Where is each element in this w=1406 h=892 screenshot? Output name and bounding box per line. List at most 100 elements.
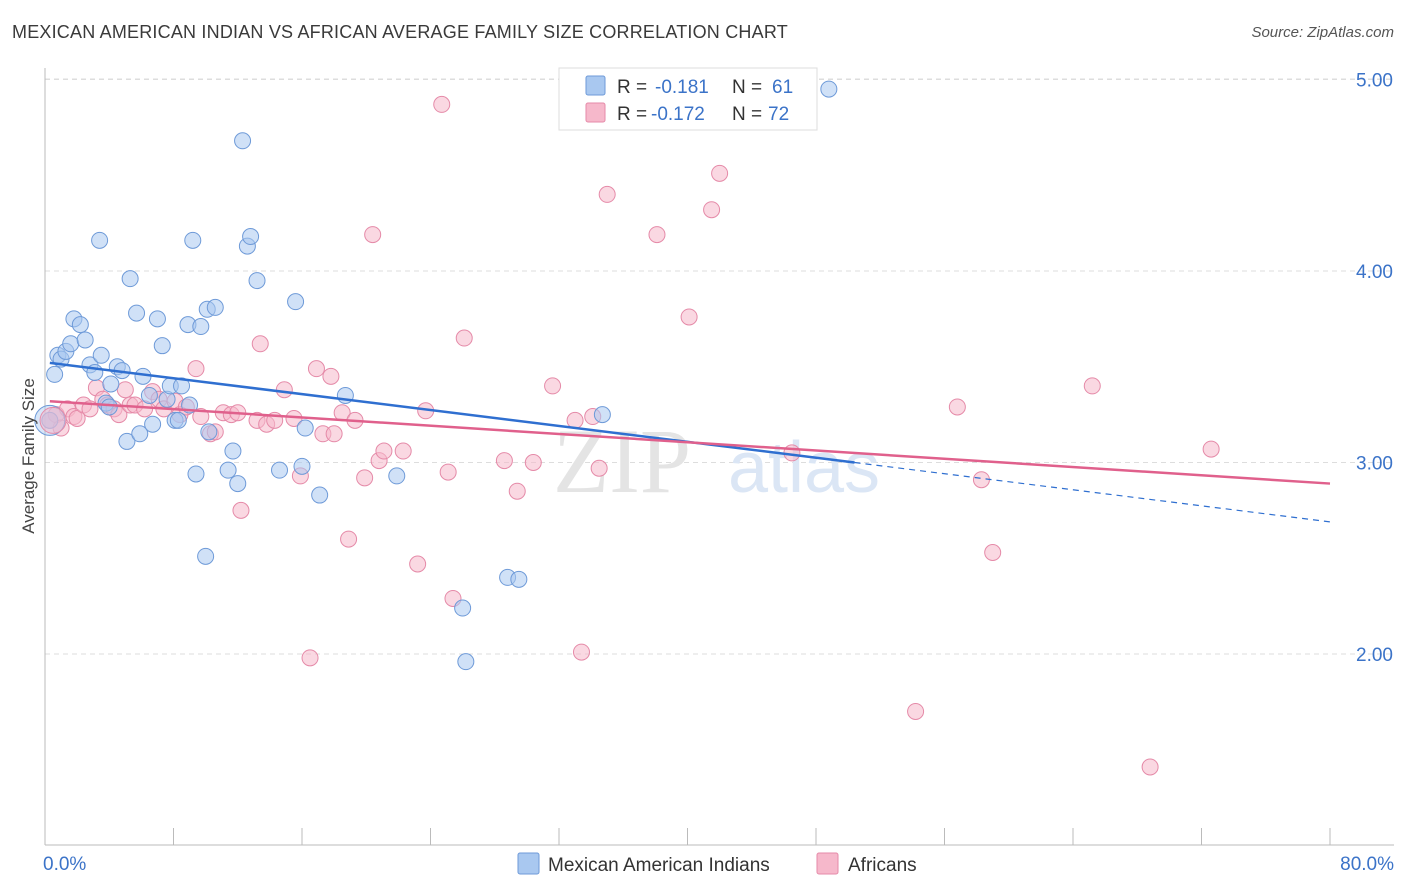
mexican-american-indians-point (131, 425, 149, 443)
africans-point (455, 329, 473, 347)
africans-point (711, 164, 729, 182)
mexican-american-indians-trend-extension (854, 461, 1331, 523)
mexican-american-indians-point (593, 406, 611, 424)
mexican-american-indians-point (121, 270, 139, 288)
africans-point (187, 360, 205, 378)
y-axis-label: Average Family Size (19, 378, 38, 534)
legend-top-swatch-pink (585, 102, 606, 123)
legend-top-n-value: 61 (772, 77, 793, 98)
mexican-american-indians-point (242, 228, 260, 246)
legend-top-r-value: -0.181 (655, 77, 709, 98)
africans-point (495, 452, 513, 470)
mexican-american-indians-point (128, 304, 146, 322)
axes-layer: 2.00 3.00 4.00 5.00 0.0% 80.0% (43, 68, 1394, 875)
mexican-american-indians-point (271, 461, 289, 479)
africans-point (572, 643, 590, 661)
africans-point (301, 649, 319, 667)
africans-point (508, 482, 526, 500)
chart-title: MEXICAN AMERICAN INDIAN VS AFRICAN AVERA… (12, 22, 788, 42)
mexican-american-indians-point (76, 331, 94, 349)
africans-point (948, 398, 966, 416)
africans-point (307, 360, 325, 378)
africans-point (322, 367, 340, 385)
africans-point (590, 459, 608, 477)
legend-top-swatch-blue (585, 75, 606, 96)
mexican-american-indians-point (510, 570, 528, 588)
legend-top-n-value: 72 (768, 104, 789, 125)
watermark-atlas: atlas (728, 428, 880, 508)
mexican-american-indians-point (118, 432, 136, 450)
legend-top-n-label: N = (732, 104, 762, 125)
africans-point (116, 381, 134, 399)
mexican-american-indians-point (148, 310, 166, 328)
mexican-american-indians-point (187, 465, 205, 483)
mexican-american-indians-point (206, 298, 224, 316)
africans-point (375, 442, 393, 460)
mexican-american-indians-point (454, 599, 472, 617)
legend-swatch-africans[interactable] (816, 852, 839, 875)
africans-point (251, 335, 269, 353)
africans-point (598, 185, 616, 203)
legend-label-mexican-american-indians[interactable]: Mexican American Indians (548, 855, 770, 876)
legend-top: R = -0.181 N = 61 R = -0.172 N = 72 (558, 67, 818, 131)
mexican-american-indians-point (248, 272, 266, 290)
africans-point (356, 469, 374, 487)
legend-label-africans[interactable]: Africans (848, 855, 917, 876)
mexican-american-indians-point (62, 335, 80, 353)
mexican-american-indians-point (140, 386, 158, 404)
mexican-american-indians-point (169, 411, 187, 429)
africans-point (648, 226, 666, 244)
africans-point (524, 454, 542, 471)
legend-top-n-label: N = (732, 77, 762, 98)
mexican-american-indians-point (820, 80, 838, 98)
mexican-american-indians-point (234, 132, 252, 150)
mexican-american-indians-point (224, 442, 242, 460)
y-tick-label: 2.00 (1356, 645, 1393, 666)
africans-point (1202, 440, 1220, 458)
africans-point (325, 425, 343, 443)
mexican-american-indians-point (91, 231, 109, 249)
africans-point (907, 702, 925, 720)
africans-point (439, 463, 457, 481)
x-tick-label: 0.0% (43, 854, 86, 875)
mexican-american-indians-point (192, 318, 210, 336)
mexican-american-indians-point (296, 419, 314, 437)
africans-point (232, 501, 250, 519)
legend-top-r-label: R = (617, 77, 647, 98)
mexican-american-indians-point (173, 377, 191, 395)
africans-point (972, 471, 990, 489)
mexican-american-indians-point (92, 346, 110, 364)
legend-swatch-mexican-american-indians[interactable] (517, 852, 540, 875)
mexican-american-indians-point (71, 316, 89, 334)
y-tick-label: 3.00 (1356, 454, 1393, 475)
africans-point (703, 201, 721, 219)
mexican-american-indians-point (287, 293, 305, 311)
x-tick-label: 80.0% (1340, 854, 1394, 875)
legend-bottom: Mexican American Indians Africans (517, 852, 917, 876)
mexican-american-indians-point (153, 337, 171, 355)
africans-point (1083, 377, 1101, 395)
africans-point (39, 406, 67, 434)
africans-point (340, 530, 358, 548)
y-tick-label: 5.00 (1356, 71, 1393, 92)
africans-point (364, 226, 382, 244)
mexican-american-indians-point (219, 461, 237, 479)
mexican-american-indians-point (229, 475, 247, 493)
mexican-american-indians-point (46, 365, 64, 383)
mexican-american-indians-point (457, 653, 475, 671)
mexican-american-indians-point (293, 457, 311, 475)
legend-top-r-label: R = (617, 104, 647, 125)
africans-point (433, 95, 451, 113)
mexican-american-indians-point (388, 467, 406, 485)
africans-point (192, 408, 210, 426)
africans-point (544, 377, 562, 395)
mexican-american-indians-point (144, 415, 162, 433)
mexican-american-indians-point (100, 398, 118, 416)
mexican-american-indians-point (200, 423, 218, 441)
legend-top-r-value: -0.172 (651, 104, 705, 125)
mexican-american-indians-point (311, 486, 329, 504)
africans-trend-line (49, 399, 1331, 485)
africans-point (984, 544, 1002, 562)
mexican-american-indians-trend-line (49, 361, 855, 464)
